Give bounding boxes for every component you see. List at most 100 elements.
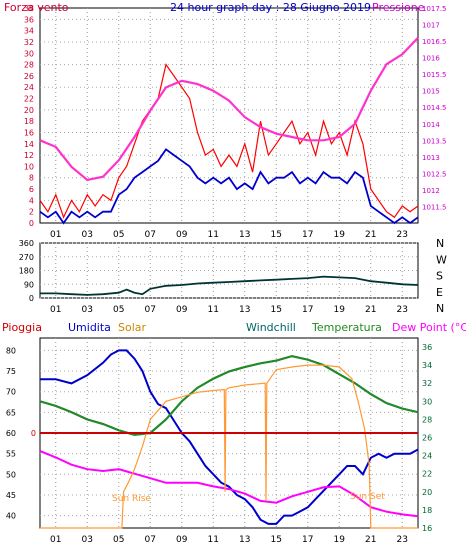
dir-xtick-07: 07	[145, 305, 156, 315]
legend-humidity: Umidita	[68, 321, 111, 334]
wind-xtick-03: 03	[82, 230, 93, 240]
th-xtick-09: 09	[176, 535, 188, 545]
pressure-ytick-1013: 1013	[422, 154, 440, 162]
wind-xtick-17: 17	[302, 230, 313, 240]
pressure-ytick-1011.5: 1011.5	[422, 203, 447, 211]
temp-ytick-28: 28	[422, 415, 432, 424]
dir-xtick-01: 01	[50, 305, 61, 315]
temp-ytick-20: 20	[422, 488, 432, 497]
wind-xtick-01: 01	[50, 230, 61, 240]
th-xtick-21: 21	[365, 535, 376, 545]
annotation-sunset: Sun Set	[350, 492, 385, 502]
wind-ytick-2: 2	[29, 208, 34, 217]
dir-xtick-21: 21	[365, 305, 376, 315]
legend-wind: Forza vento	[4, 1, 69, 14]
rain-ytick-0: 0	[31, 429, 36, 438]
humidity-ytick-75: 75	[6, 367, 16, 376]
temp-ytick-24: 24	[422, 452, 432, 461]
series-dewpoint	[39, 450, 419, 518]
th-xtick-19: 19	[334, 535, 346, 545]
wind-ytick-8: 8	[29, 174, 34, 183]
dir-xtick-17: 17	[302, 305, 313, 315]
dir-compass-0: N	[436, 237, 444, 250]
dir-compass-2: S	[436, 270, 443, 283]
temp-ytick-16: 16	[422, 524, 432, 533]
legend-windchill: Windchill	[246, 321, 296, 334]
series-wind-gust	[39, 63, 419, 219]
wind-ytick-20: 20	[24, 106, 34, 115]
legend-temperature: Temperatura	[311, 321, 382, 334]
humidity-ytick-50: 50	[6, 470, 16, 479]
dir-ytick-180: 180	[19, 267, 34, 276]
temp-ytick-36: 36	[422, 343, 432, 352]
wind-xtick-05: 05	[113, 230, 124, 240]
legend-pressure: Pressione	[372, 1, 425, 14]
temp-ytick-30: 30	[422, 397, 432, 406]
pressure-ytick-1015: 1015	[422, 88, 440, 96]
th-xtick-01: 01	[50, 535, 61, 545]
wind-ytick-18: 18	[24, 117, 34, 126]
wind-xtick-21: 21	[365, 230, 376, 240]
legend-dewpoint: Dew Point (°C)	[392, 321, 466, 334]
pressure-ytick-1013.5: 1013.5	[422, 137, 447, 145]
pressure-ytick-1012.5: 1012.5	[422, 170, 447, 178]
annotation-sunrise: Sun Rise	[112, 494, 151, 504]
series-temperature	[39, 355, 419, 436]
legend-solar: Solar	[118, 321, 147, 334]
dir-xtick-13: 13	[239, 305, 250, 315]
humidity-ytick-40: 40	[6, 512, 16, 521]
pressure-ytick-1015.5: 1015.5	[422, 71, 447, 79]
series-humidity	[40, 349, 419, 525]
dir-xtick-11: 11	[208, 305, 219, 315]
wind-ytick-24: 24	[24, 83, 34, 92]
temp-ytick-18: 18	[422, 506, 432, 515]
series-solar	[40, 364, 418, 529]
wind-ytick-32: 32	[24, 38, 34, 47]
series-wind-avg	[39, 148, 419, 225]
humidity-ytick-70: 70	[6, 388, 16, 397]
wind-xtick-23: 23	[397, 230, 408, 240]
dir-ytick-270: 270	[19, 253, 34, 262]
humidity-ytick-45: 45	[6, 491, 16, 500]
dir-xtick-05: 05	[113, 305, 124, 315]
dir-compass-4: N	[436, 302, 444, 315]
dir-ytick-360: 360	[19, 239, 34, 248]
wind-ytick-14: 14	[24, 140, 34, 149]
wind-ytick-6: 6	[29, 185, 34, 194]
wind-ytick-36: 36	[24, 15, 34, 24]
pressure-ytick-1017.5: 1017.5	[422, 5, 447, 13]
th-xtick-03: 03	[82, 535, 93, 545]
dir-compass-1: W	[436, 253, 447, 266]
th-xtick-17: 17	[302, 535, 313, 545]
series-direction	[40, 275, 419, 296]
wind-xtick-09: 09	[176, 230, 188, 240]
legend-rain: Pioggia	[2, 321, 42, 334]
dir-xtick-23: 23	[397, 305, 408, 315]
wind-ytick-10: 10	[24, 162, 34, 171]
temp-ytick-26: 26	[422, 434, 432, 443]
humidity-ytick-80: 80	[6, 346, 16, 355]
wind-ytick-0: 0	[29, 219, 34, 228]
dir-xtick-19: 19	[334, 305, 346, 315]
wind-ytick-28: 28	[24, 61, 34, 70]
th-xtick-05: 05	[113, 535, 124, 545]
wind-ytick-26: 26	[24, 72, 34, 81]
temp-ytick-32: 32	[422, 379, 432, 388]
wind-xtick-11: 11	[208, 230, 219, 240]
pressure-ytick-1016: 1016	[422, 55, 440, 63]
humidity-ytick-65: 65	[6, 408, 16, 417]
wind-xtick-07: 07	[145, 230, 156, 240]
dir-xtick-15: 15	[271, 305, 282, 315]
dir-xtick-09: 09	[176, 305, 188, 315]
wind-ytick-16: 16	[24, 128, 34, 137]
wind-ytick-30: 30	[24, 49, 34, 58]
pressure-ytick-1017: 1017	[422, 22, 440, 30]
pressure-ytick-1016.5: 1016.5	[422, 38, 447, 46]
wind-xtick-15: 15	[271, 230, 282, 240]
wind-ytick-34: 34	[24, 27, 34, 36]
wind-ytick-22: 22	[24, 95, 34, 104]
wind-ytick-38: 38	[24, 4, 34, 13]
humidity-ytick-55: 55	[6, 450, 16, 459]
dir-xtick-03: 03	[82, 305, 93, 315]
